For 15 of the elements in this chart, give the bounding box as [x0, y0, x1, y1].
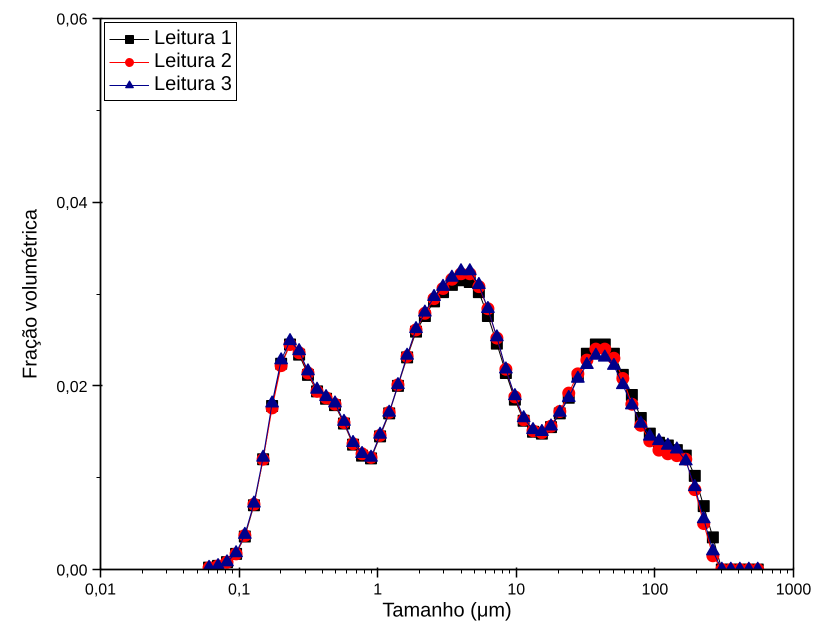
x-tick-label: 0,01 — [84, 582, 116, 598]
legend-label: Leitura 1 — [154, 27, 232, 50]
y-tick-label: 0,00 — [56, 562, 88, 580]
x-tick-label: 100 — [642, 582, 668, 598]
x-tick-label: 1 — [373, 582, 382, 598]
y-tick-label: 0,04 — [56, 195, 88, 212]
y-axis-title: Fração volumétrica — [19, 208, 42, 380]
legend-label: Leitura 2 — [154, 50, 232, 73]
x-tick-label: 0,1 — [228, 582, 250, 598]
x-tick-label: 1000 — [776, 582, 812, 598]
y-tick-label: 0,06 — [56, 12, 88, 28]
x-tick-label: 10 — [507, 582, 526, 598]
legend-label: Leitura 3 — [154, 73, 232, 96]
x-axis-title: Tamanho (μm) — [382, 600, 512, 622]
y-tick-label: 0,02 — [56, 378, 88, 396]
